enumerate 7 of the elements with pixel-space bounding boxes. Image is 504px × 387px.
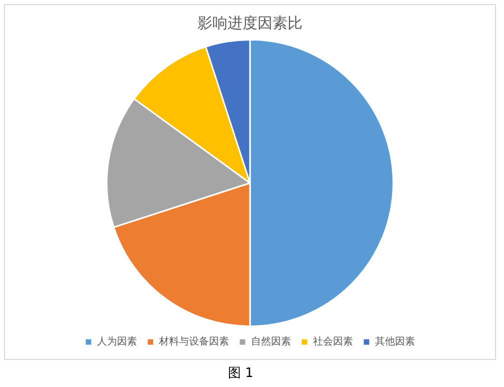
chart-title: 影响进度因素比 — [198, 14, 302, 32]
caption: 图 1 — [228, 365, 254, 382]
legend-label: 其他因素 — [375, 336, 415, 348]
legend-label: 社会因素 — [313, 336, 353, 348]
legend-label: 自然因素 — [251, 336, 291, 348]
legend-label: 人为因素 — [97, 336, 137, 348]
legend-label: 材料与设备因素 — [158, 336, 229, 348]
